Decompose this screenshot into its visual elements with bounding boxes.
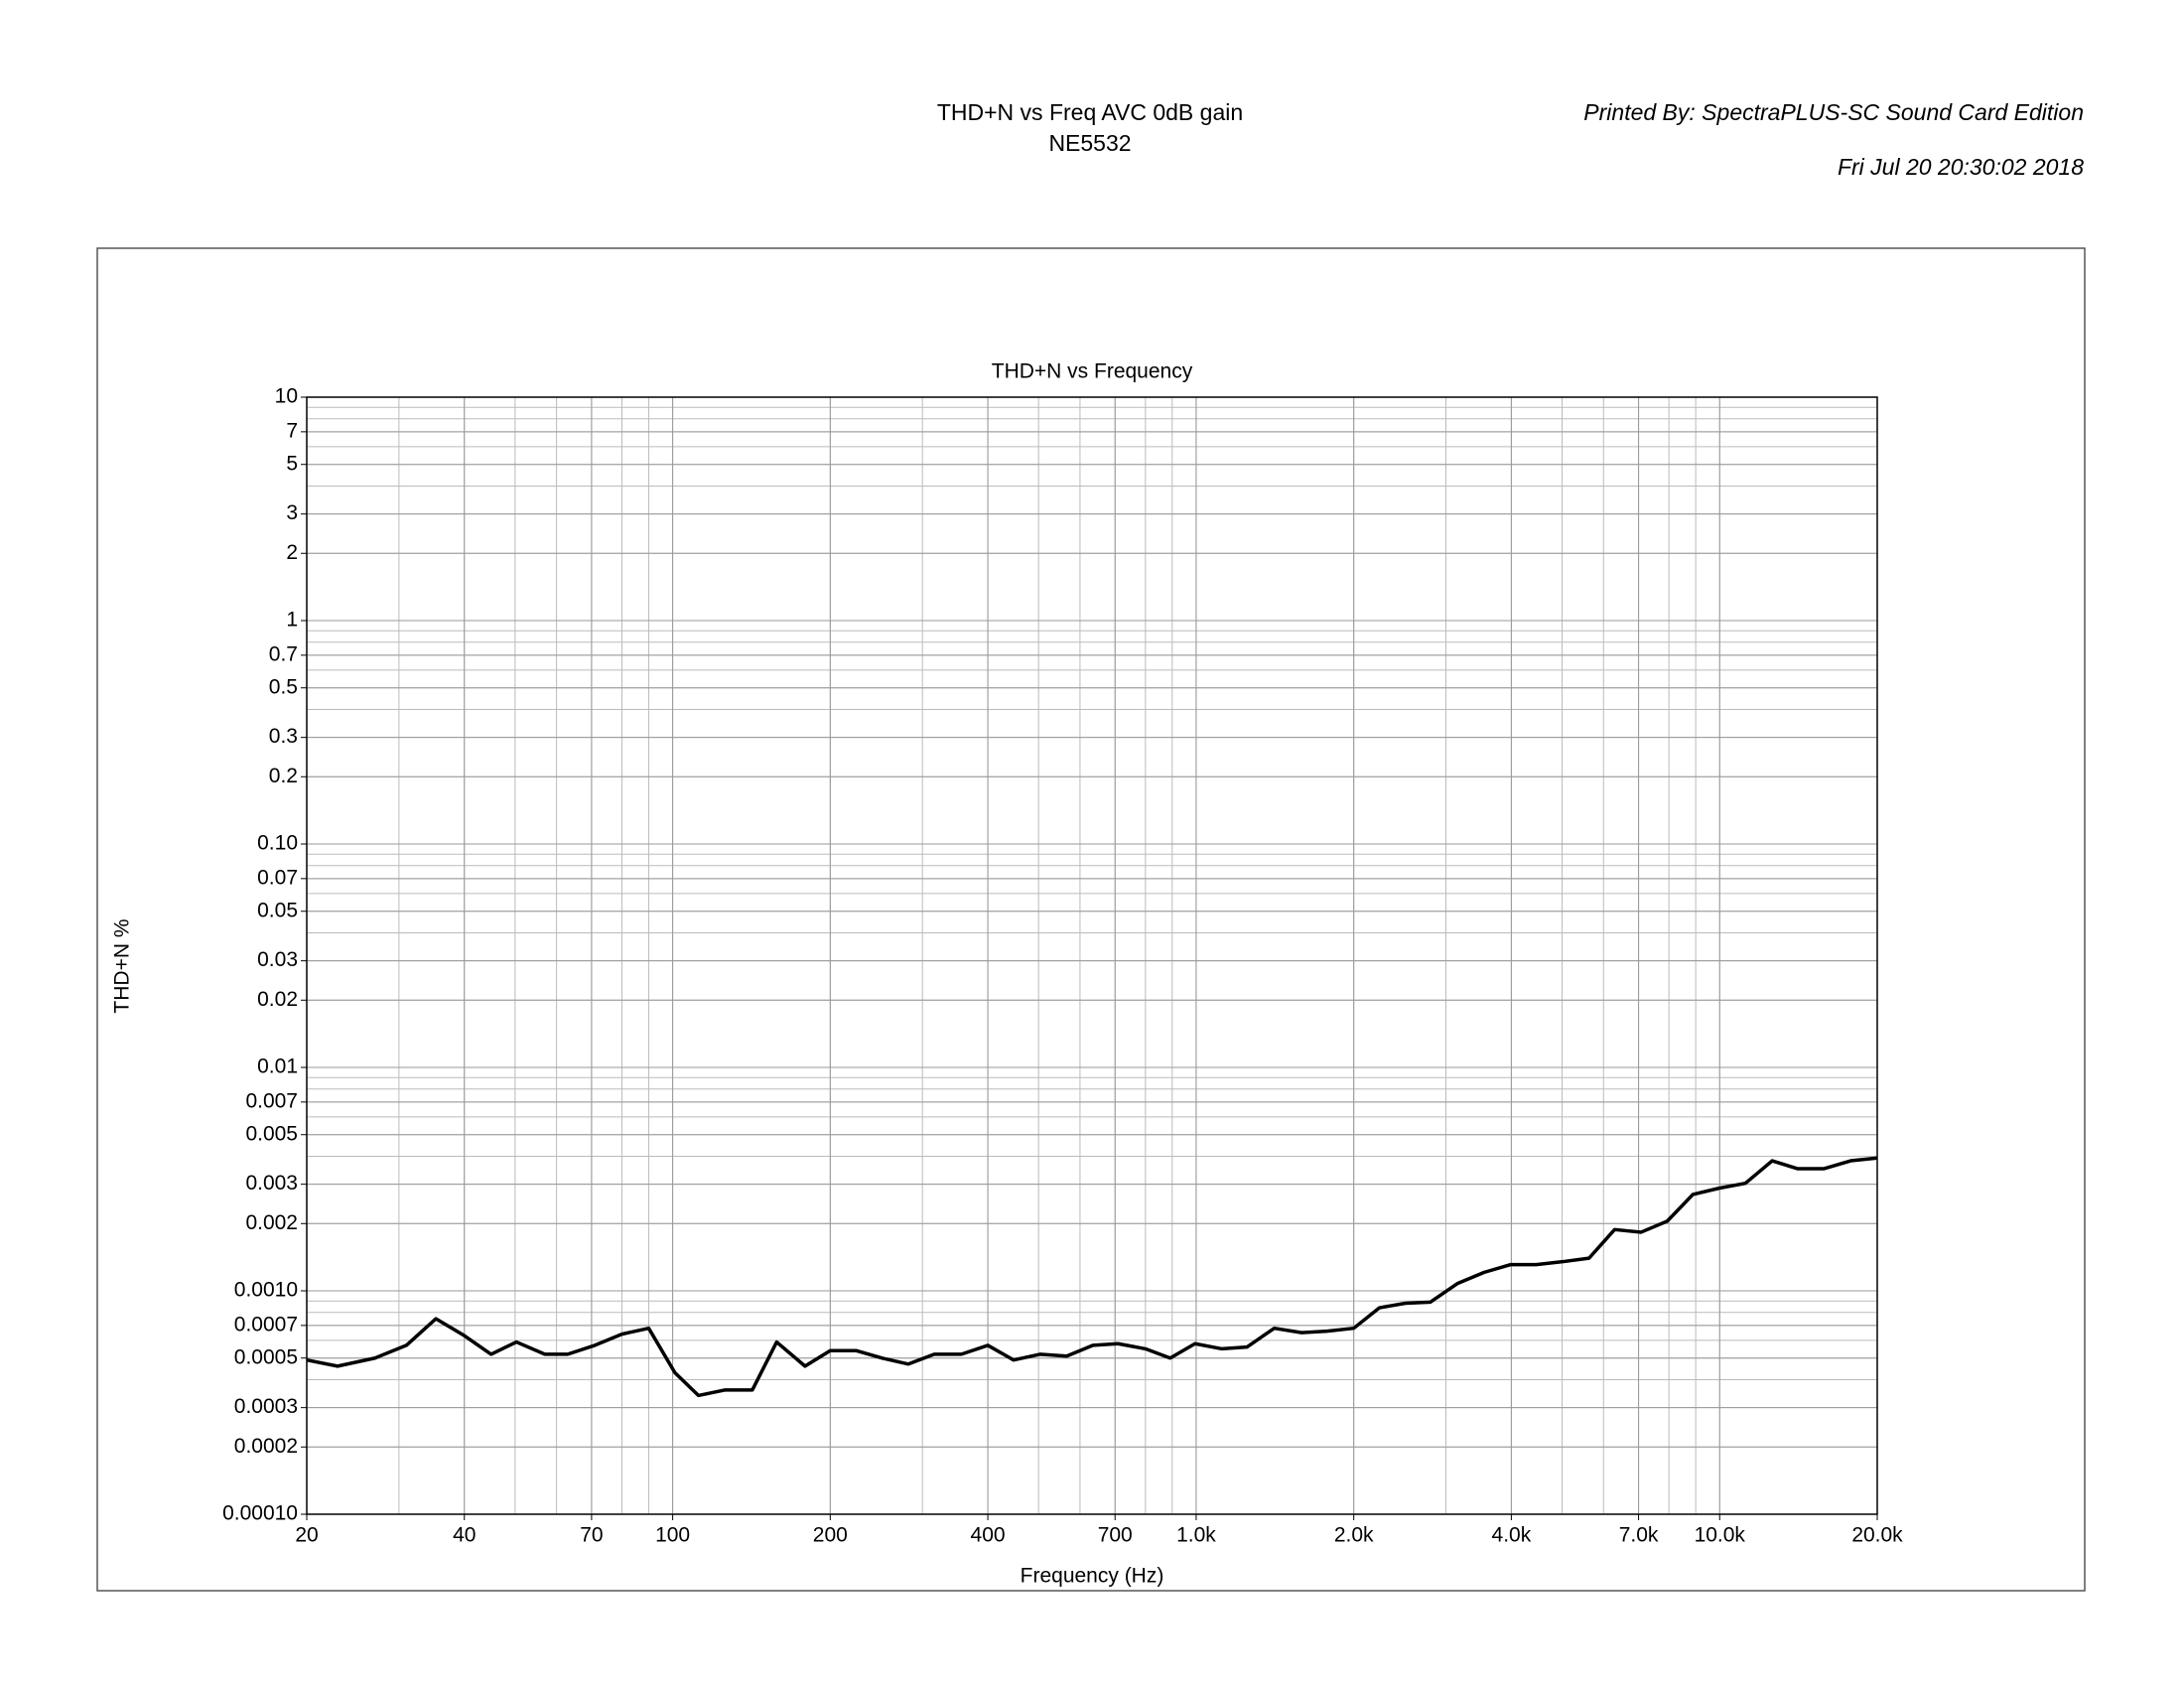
- x-tick-label: 4.0k: [1492, 1524, 1532, 1547]
- page-subtitle: NE5532: [1048, 130, 1131, 156]
- y-tick-label: 0.005: [245, 1122, 298, 1145]
- x-tick-label: 1.0k: [1176, 1524, 1216, 1547]
- y-tick-label: 10: [275, 385, 298, 408]
- y-tick-label: 0.05: [257, 899, 298, 921]
- y-tick-label: 0.02: [257, 988, 298, 1011]
- x-tick-label: 700: [1098, 1524, 1133, 1547]
- x-tick-label: 40: [453, 1524, 476, 1547]
- y-tick-label: 0.002: [245, 1211, 298, 1234]
- frame: [96, 247, 2086, 1592]
- x-tick-label: 400: [971, 1524, 1006, 1547]
- x-tick-label: 100: [655, 1524, 690, 1547]
- x-tick-label: 2.0k: [1334, 1524, 1374, 1547]
- y-tick-label: 0.2: [269, 765, 298, 787]
- x-tick-label: 10.0k: [1695, 1524, 1746, 1547]
- page-title: THD+N vs Freq AVC 0dB gain: [937, 99, 1243, 125]
- data-line: [306, 1156, 1878, 1398]
- y-tick-label: 1: [286, 609, 298, 632]
- y-axis-label: THD+N %: [111, 918, 134, 1013]
- y-tick-label: 0.5: [269, 675, 298, 698]
- y-tick-label: 2: [286, 541, 298, 564]
- x-tick-label: 7.0k: [1619, 1524, 1659, 1547]
- plot-area: [306, 396, 1878, 1515]
- y-tick-label: 0.007: [245, 1089, 298, 1112]
- y-tick-label: 0.00010: [222, 1502, 298, 1525]
- y-tick-label: 0.3: [269, 725, 298, 748]
- printed-by: Printed By: SpectraPLUS-SC Sound Card Ed…: [1583, 99, 2084, 125]
- y-tick-label: 0.0002: [234, 1435, 298, 1458]
- x-tick-label: 200: [813, 1524, 848, 1547]
- y-tick-label: 5: [286, 452, 298, 475]
- y-tick-label: 0.10: [257, 832, 298, 855]
- print-date: Fri Jul 20 20:30:02 2018: [1838, 154, 2084, 180]
- y-tick-label: 0.0010: [234, 1279, 298, 1302]
- y-tick-label: 0.01: [257, 1055, 298, 1078]
- y-tick-label: 0.0007: [234, 1313, 298, 1336]
- x-tick-label: 20.0k: [1851, 1524, 1903, 1547]
- y-tick-label: 3: [286, 501, 298, 524]
- y-tick-label: 0.0005: [234, 1345, 298, 1368]
- plot-title: THD+N vs Frequency: [992, 360, 1193, 383]
- y-tick-label: 0.003: [245, 1172, 298, 1195]
- y-tick-label: 0.03: [257, 948, 298, 971]
- y-tick-label: 0.07: [257, 866, 298, 889]
- x-tick-label: 70: [580, 1524, 603, 1547]
- y-tick-label: 7: [286, 419, 298, 442]
- y-tick-label: 0.7: [269, 642, 298, 665]
- x-tick-label: 20: [295, 1524, 318, 1547]
- x-axis-label: Frequency (Hz): [1021, 1565, 1164, 1588]
- y-tick-label: 0.0003: [234, 1395, 298, 1418]
